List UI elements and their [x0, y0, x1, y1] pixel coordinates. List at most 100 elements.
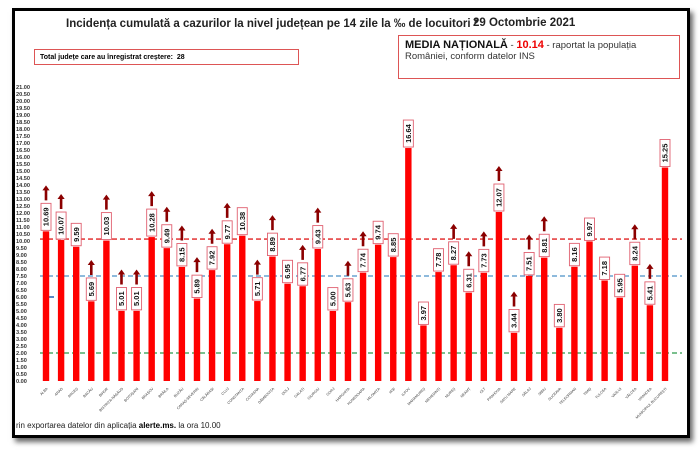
bar — [420, 325, 427, 381]
increase-arrow-icon — [148, 191, 156, 207]
value-label: 15.25 — [661, 144, 670, 163]
value-label: 10.69 — [42, 207, 51, 226]
y-tick-label: 4.00 — [16, 323, 27, 329]
y-tick-label: 1.00 — [16, 365, 27, 371]
value-label: 8.27 — [449, 246, 458, 261]
y-tick-label: 6.50 — [16, 288, 27, 294]
value-label: 7.92 — [208, 251, 217, 266]
value-label: 9.43 — [313, 229, 322, 244]
x-tick-label: GIURGIU — [307, 387, 321, 401]
x-tick-label: GALAȚI — [293, 387, 305, 399]
value-label-box — [327, 287, 339, 311]
value-label: 5.63 — [344, 283, 353, 298]
x-tick-label: ILFOV — [401, 386, 412, 397]
value-label-box — [448, 241, 460, 265]
value-label: 10.07 — [57, 216, 66, 235]
increase-arrow-icon — [87, 259, 95, 275]
bar — [646, 305, 654, 381]
y-tick-label: 5.00 — [16, 309, 27, 315]
value-label-box — [417, 301, 429, 325]
bar — [239, 235, 246, 381]
increase-arrow-icon — [57, 194, 65, 210]
bar — [450, 265, 457, 381]
value-label: 5.01 — [132, 291, 141, 306]
value-label-box — [146, 208, 158, 237]
value-label-box — [402, 119, 414, 148]
bar — [601, 280, 608, 381]
x-tick-label: DÂMBOVIȚA — [257, 386, 275, 404]
value-label-box — [55, 211, 67, 240]
y-tick-label: 13.50 — [16, 190, 30, 196]
bar — [616, 297, 623, 381]
value-label-box — [508, 308, 520, 333]
y-tick-label: 0.00 — [16, 379, 27, 385]
value-label-box — [40, 202, 52, 231]
y-tick-label: 8.50 — [16, 260, 27, 266]
increase-arrow-icon — [525, 234, 533, 250]
source-note: rin exportarea datelor din aplicația ale… — [16, 421, 221, 430]
value-label: 7.73 — [479, 253, 488, 268]
x-tick-label: ALBA — [39, 386, 49, 396]
increase-arrow-icon — [540, 216, 548, 232]
total-increase-box: Total județe care au înregistrat creșter… — [34, 49, 299, 65]
increase-arrow-icon — [178, 225, 186, 241]
y-tick-label: 17.00 — [16, 141, 30, 147]
bar — [269, 256, 276, 381]
increase-arrow-icon — [359, 231, 367, 247]
total-increase-value: 28 — [176, 54, 185, 61]
value-label-box — [206, 246, 218, 270]
increase-arrow-icon — [480, 231, 488, 247]
increase-arrow-icon — [132, 269, 141, 285]
value-label-box — [584, 217, 595, 241]
y-tick-label: 10.50 — [16, 232, 30, 238]
y-tick-label: 20.00 — [16, 99, 30, 105]
bar — [510, 332, 518, 381]
x-tick-label: DOLJ — [281, 387, 290, 396]
y-tick-label: 9.00 — [16, 253, 27, 259]
increase-arrow-icon — [268, 215, 277, 231]
bar — [465, 292, 472, 381]
value-label: 6.31 — [464, 273, 473, 288]
value-label-box — [387, 233, 399, 257]
bar — [556, 327, 563, 381]
x-tick-label: NEAMȚ — [460, 386, 472, 398]
y-tick-label: 20.50 — [16, 92, 30, 98]
x-tick-label: ARAD — [54, 387, 64, 397]
bar — [148, 237, 155, 381]
value-label: 10.03 — [102, 217, 111, 236]
y-tick-label: 21.00 — [16, 85, 30, 91]
value-label: 8.81 — [540, 238, 549, 253]
increase-arrow-icon — [42, 185, 50, 201]
bar — [586, 241, 593, 381]
value-label: 5.01 — [117, 291, 126, 306]
y-tick-label: 17.50 — [16, 134, 30, 140]
value-label-box — [659, 139, 671, 167]
value-label-box — [251, 277, 263, 301]
value-label: 8.15 — [177, 247, 186, 262]
value-label: 8.16 — [570, 247, 579, 262]
x-tick-label: BACĂU — [82, 387, 94, 399]
increase-arrow-icon — [631, 224, 639, 240]
x-tick-label: ARGEȘ — [67, 386, 79, 398]
increase-arrow-icon — [646, 263, 654, 279]
y-tick-label: 10.00 — [16, 239, 30, 245]
increase-arrow-icon — [510, 291, 518, 307]
increase-arrow-icon — [344, 260, 352, 276]
value-label-box — [478, 248, 490, 273]
increase-arrow-icon — [299, 244, 307, 260]
value-label-box — [70, 222, 82, 247]
y-tick-label: 14.00 — [16, 183, 30, 189]
value-label: 5.89 — [193, 279, 202, 294]
bar — [344, 302, 352, 381]
bar — [495, 212, 503, 381]
value-label-box — [100, 212, 112, 241]
x-tick-label: BRĂILA — [158, 386, 170, 398]
value-label-box — [493, 183, 505, 212]
bar — [299, 286, 306, 381]
bar — [254, 301, 261, 381]
value-label: 9.49 — [162, 229, 171, 244]
y-tick-label: 7.00 — [16, 281, 27, 287]
value-label-box — [433, 248, 444, 272]
x-tick-label: IALOMIȚA — [366, 386, 381, 401]
